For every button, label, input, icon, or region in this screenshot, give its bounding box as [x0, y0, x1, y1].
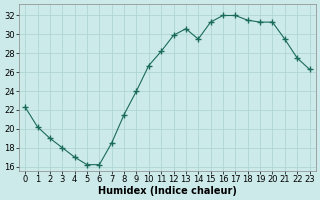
X-axis label: Humidex (Indice chaleur): Humidex (Indice chaleur): [98, 186, 237, 196]
